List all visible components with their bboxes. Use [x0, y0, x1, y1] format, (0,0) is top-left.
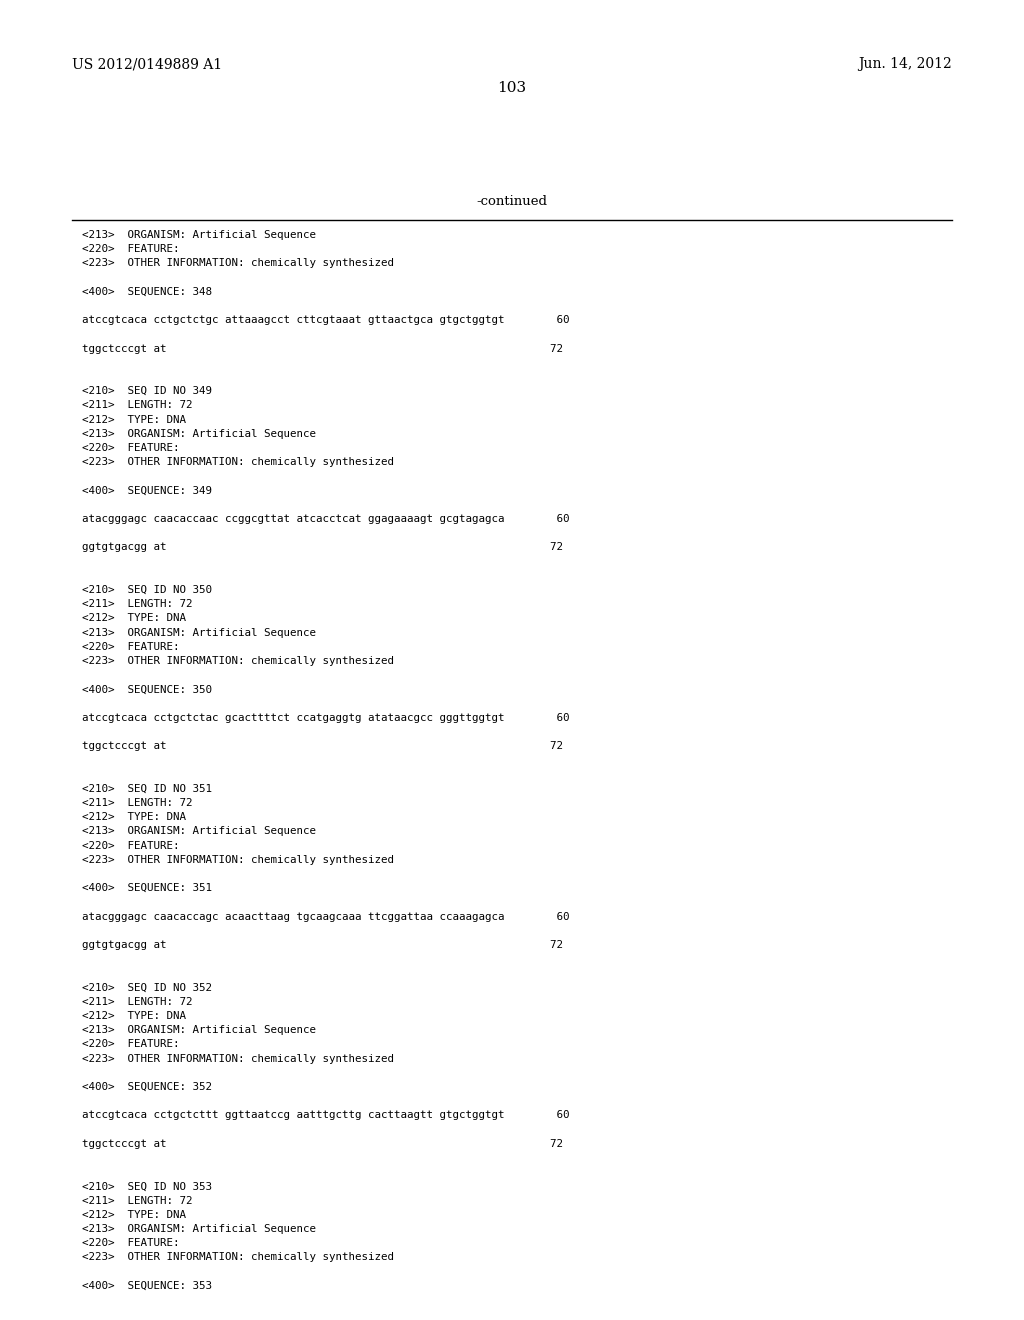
Text: <400>  SEQUENCE: 349: <400> SEQUENCE: 349 [82, 486, 212, 495]
Text: <212>  TYPE: DNA: <212> TYPE: DNA [82, 1210, 186, 1220]
Text: <223>  OTHER INFORMATION: chemically synthesized: <223> OTHER INFORMATION: chemically synt… [82, 1253, 394, 1262]
Text: <212>  TYPE: DNA: <212> TYPE: DNA [82, 414, 186, 425]
Text: <213>  ORGANISM: Artificial Sequence: <213> ORGANISM: Artificial Sequence [82, 1026, 316, 1035]
Text: US 2012/0149889 A1: US 2012/0149889 A1 [72, 57, 222, 71]
Text: atccgtcaca cctgctctgc attaaagcct cttcgtaaat gttaactgca gtgctggtgt        60: atccgtcaca cctgctctgc attaaagcct cttcgta… [82, 315, 569, 325]
Text: <400>  SEQUENCE: 350: <400> SEQUENCE: 350 [82, 684, 212, 694]
Text: tggctcccgt at                                                           72: tggctcccgt at 72 [82, 343, 563, 354]
Text: <212>  TYPE: DNA: <212> TYPE: DNA [82, 1011, 186, 1020]
Text: tggctcccgt at                                                           72: tggctcccgt at 72 [82, 1139, 563, 1148]
Text: <213>  ORGANISM: Artificial Sequence: <213> ORGANISM: Artificial Sequence [82, 429, 316, 438]
Text: ggtgtgacgg at                                                           72: ggtgtgacgg at 72 [82, 940, 563, 950]
Text: 103: 103 [498, 81, 526, 95]
Text: <223>  OTHER INFORMATION: chemically synthesized: <223> OTHER INFORMATION: chemically synt… [82, 259, 394, 268]
Text: <223>  OTHER INFORMATION: chemically synthesized: <223> OTHER INFORMATION: chemically synt… [82, 855, 394, 865]
Text: <220>  FEATURE:: <220> FEATURE: [82, 642, 179, 652]
Text: atacgggagc caacaccagc acaacttaag tgcaagcaaa ttcggattaa ccaaagagca        60: atacgggagc caacaccagc acaacttaag tgcaagc… [82, 912, 569, 921]
Text: <210>  SEQ ID NO 351: <210> SEQ ID NO 351 [82, 784, 212, 793]
Text: <223>  OTHER INFORMATION: chemically synthesized: <223> OTHER INFORMATION: chemically synt… [82, 1053, 394, 1064]
Text: Jun. 14, 2012: Jun. 14, 2012 [858, 57, 952, 71]
Text: <211>  LENGTH: 72: <211> LENGTH: 72 [82, 400, 193, 411]
Text: tggctcccgt at                                                           72: tggctcccgt at 72 [82, 742, 563, 751]
Text: <211>  LENGTH: 72: <211> LENGTH: 72 [82, 997, 193, 1007]
Text: <213>  ORGANISM: Artificial Sequence: <213> ORGANISM: Artificial Sequence [82, 230, 316, 240]
Text: <210>  SEQ ID NO 350: <210> SEQ ID NO 350 [82, 585, 212, 595]
Text: <210>  SEQ ID NO 352: <210> SEQ ID NO 352 [82, 982, 212, 993]
Text: <210>  SEQ ID NO 353: <210> SEQ ID NO 353 [82, 1181, 212, 1192]
Text: <400>  SEQUENCE: 348: <400> SEQUENCE: 348 [82, 286, 212, 297]
Text: <212>  TYPE: DNA: <212> TYPE: DNA [82, 812, 186, 822]
Text: <211>  LENGTH: 72: <211> LENGTH: 72 [82, 799, 193, 808]
Text: <210>  SEQ ID NO 349: <210> SEQ ID NO 349 [82, 387, 212, 396]
Text: <400>  SEQUENCE: 353: <400> SEQUENCE: 353 [82, 1280, 212, 1291]
Text: <213>  ORGANISM: Artificial Sequence: <213> ORGANISM: Artificial Sequence [82, 1224, 316, 1234]
Text: atacgggagc caacaccaac ccggcgttat atcacctcat ggagaaaagt gcgtagagca        60: atacgggagc caacaccaac ccggcgttat atcacct… [82, 513, 569, 524]
Text: <220>  FEATURE:: <220> FEATURE: [82, 244, 179, 255]
Text: ggtgtgacgg at                                                           72: ggtgtgacgg at 72 [82, 543, 563, 552]
Text: <223>  OTHER INFORMATION: chemically synthesized: <223> OTHER INFORMATION: chemically synt… [82, 656, 394, 667]
Text: <212>  TYPE: DNA: <212> TYPE: DNA [82, 614, 186, 623]
Text: <220>  FEATURE:: <220> FEATURE: [82, 841, 179, 850]
Text: <211>  LENGTH: 72: <211> LENGTH: 72 [82, 1196, 193, 1205]
Text: <220>  FEATURE:: <220> FEATURE: [82, 1039, 179, 1049]
Text: <220>  FEATURE:: <220> FEATURE: [82, 444, 179, 453]
Text: <211>  LENGTH: 72: <211> LENGTH: 72 [82, 599, 193, 610]
Text: <400>  SEQUENCE: 351: <400> SEQUENCE: 351 [82, 883, 212, 894]
Text: -continued: -continued [476, 195, 548, 209]
Text: atccgtcaca cctgctcttt ggttaatccg aatttgcttg cacttaagtt gtgctggtgt        60: atccgtcaca cctgctcttt ggttaatccg aatttgc… [82, 1110, 569, 1121]
Text: atccgtcaca cctgctctac gcacttttct ccatgaggtg atataacgcc gggttggtgt        60: atccgtcaca cctgctctac gcacttttct ccatgag… [82, 713, 569, 723]
Text: <220>  FEATURE:: <220> FEATURE: [82, 1238, 179, 1249]
Text: <213>  ORGANISM: Artificial Sequence: <213> ORGANISM: Artificial Sequence [82, 627, 316, 638]
Text: <223>  OTHER INFORMATION: chemically synthesized: <223> OTHER INFORMATION: chemically synt… [82, 457, 394, 467]
Text: <213>  ORGANISM: Artificial Sequence: <213> ORGANISM: Artificial Sequence [82, 826, 316, 837]
Text: <400>  SEQUENCE: 352: <400> SEQUENCE: 352 [82, 1082, 212, 1092]
